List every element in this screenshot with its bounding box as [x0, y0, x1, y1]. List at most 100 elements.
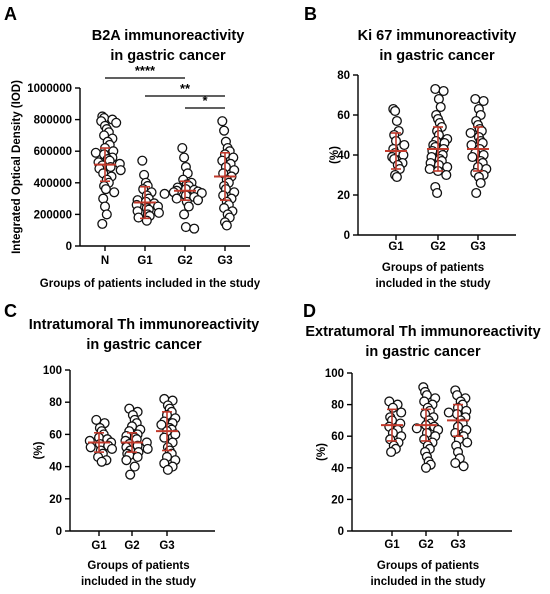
x-tick-label: G2	[177, 255, 192, 267]
data-point	[462, 437, 473, 448]
chart-title: Intratumoral Th immunoreactivity	[29, 317, 259, 333]
y-tick-label: 60	[331, 431, 344, 443]
data-point	[142, 443, 153, 454]
chart-title: in gastric cancer	[110, 48, 226, 64]
x-tick-label: G1	[91, 540, 107, 552]
data-point	[162, 464, 173, 475]
y-tick-label: 0	[66, 241, 72, 253]
data-point	[396, 407, 407, 418]
data-point	[467, 151, 478, 163]
data-point	[101, 209, 112, 220]
x-tick-label: G3	[217, 255, 232, 267]
data-point	[435, 101, 446, 113]
data-point	[171, 193, 182, 204]
x-axis-label: Groups of patients included in the study	[40, 278, 261, 290]
data-point	[156, 419, 167, 430]
data-point	[153, 207, 164, 218]
y-tick-label: 40	[49, 462, 62, 474]
data-point	[159, 188, 170, 199]
data-point	[96, 456, 107, 467]
data-point	[441, 169, 452, 181]
x-tick-label: G3	[450, 539, 465, 551]
data-point	[179, 209, 190, 220]
y-tick-label: 0	[56, 526, 62, 538]
significance-label: ****	[135, 63, 156, 78]
x-axis-label: Groups of patients	[87, 560, 189, 572]
x-tick-label: N	[101, 255, 109, 267]
y-axis-label: (%)	[329, 146, 341, 164]
chart-title: Extratumoral Th immunoreactivity	[305, 324, 540, 340]
y-tick-label: 20	[49, 494, 62, 506]
data-point	[424, 163, 435, 175]
panel-a: A B2A immunoreactivity in gastric cancer 0 2…	[0, 0, 300, 300]
data-point	[177, 142, 188, 154]
data-point	[179, 152, 190, 163]
data-point	[399, 139, 410, 151]
data-point	[100, 184, 111, 195]
data-point	[121, 455, 132, 466]
data-point	[470, 93, 481, 105]
data-point	[432, 187, 443, 199]
chart-title: in gastric cancer	[86, 337, 202, 353]
panel-b: B Ki 67 immunoreactivity in gastric cancer…	[296, 0, 550, 300]
data-point	[111, 117, 122, 128]
x-axis-label: Groups of patients	[382, 262, 484, 274]
data-point	[219, 125, 230, 136]
data-point	[180, 221, 191, 233]
data-point	[221, 220, 232, 231]
data-point	[189, 223, 200, 234]
x-tick-label: G3	[159, 540, 174, 552]
x-axis-label: Groups of patients	[377, 560, 479, 572]
data-point	[217, 116, 228, 127]
y-tick-label: 100	[43, 365, 62, 377]
x-tick-label: G2	[124, 540, 139, 552]
data-point	[438, 85, 449, 97]
data-point	[132, 451, 143, 462]
data-point	[433, 93, 444, 105]
y-tick-label: 40	[331, 463, 344, 475]
panel-label: D	[303, 301, 316, 321]
y-axis-label: (%)	[316, 443, 328, 461]
data-point	[97, 218, 108, 229]
y-tick-label: 20	[337, 190, 350, 202]
data-point	[475, 177, 486, 189]
data-point	[391, 171, 402, 183]
data-point	[450, 458, 461, 469]
data-point	[386, 446, 397, 458]
x-axis-label: included in the study	[375, 278, 491, 290]
x-tick-label: G3	[470, 241, 485, 253]
y-tick-label: 400000	[34, 178, 72, 190]
data-point	[443, 407, 454, 418]
data-point	[391, 115, 402, 127]
data-point	[458, 461, 469, 472]
data-point	[420, 462, 432, 473]
x-tick-label: G1	[384, 539, 400, 551]
y-tick-label: 1000000	[27, 83, 72, 95]
y-axis-label: Integrated Optical Density (IOD)	[11, 80, 23, 254]
data-point	[478, 95, 489, 107]
data-point	[106, 443, 118, 454]
chart-title: in gastric cancer	[379, 48, 495, 64]
significance-label: **	[180, 81, 191, 96]
y-tick-label: 60	[337, 110, 350, 122]
data-point	[183, 201, 194, 212]
data-point	[430, 83, 441, 95]
y-tick-label: 100	[325, 368, 344, 380]
panel-label: B	[304, 4, 317, 24]
x-tick-label: G2	[418, 539, 433, 551]
chart-b: B Ki 67 immunoreactivity in gastric cancer…	[304, 4, 516, 290]
y-tick-label: 200000	[34, 209, 72, 221]
data-point	[192, 195, 204, 206]
data-point	[85, 442, 96, 453]
panel-label: C	[4, 301, 17, 321]
x-tick-label: G2	[430, 241, 445, 253]
y-tick-label: 20	[331, 494, 344, 506]
data-point	[390, 105, 401, 117]
y-tick-label: 0	[338, 526, 344, 538]
chart-title: in gastric cancer	[365, 344, 481, 360]
y-tick-label: 800000	[34, 115, 72, 127]
significance-label: *	[202, 93, 208, 108]
y-tick-label: 80	[337, 70, 350, 82]
data-point	[471, 187, 482, 199]
x-tick-label: G1	[137, 255, 153, 267]
